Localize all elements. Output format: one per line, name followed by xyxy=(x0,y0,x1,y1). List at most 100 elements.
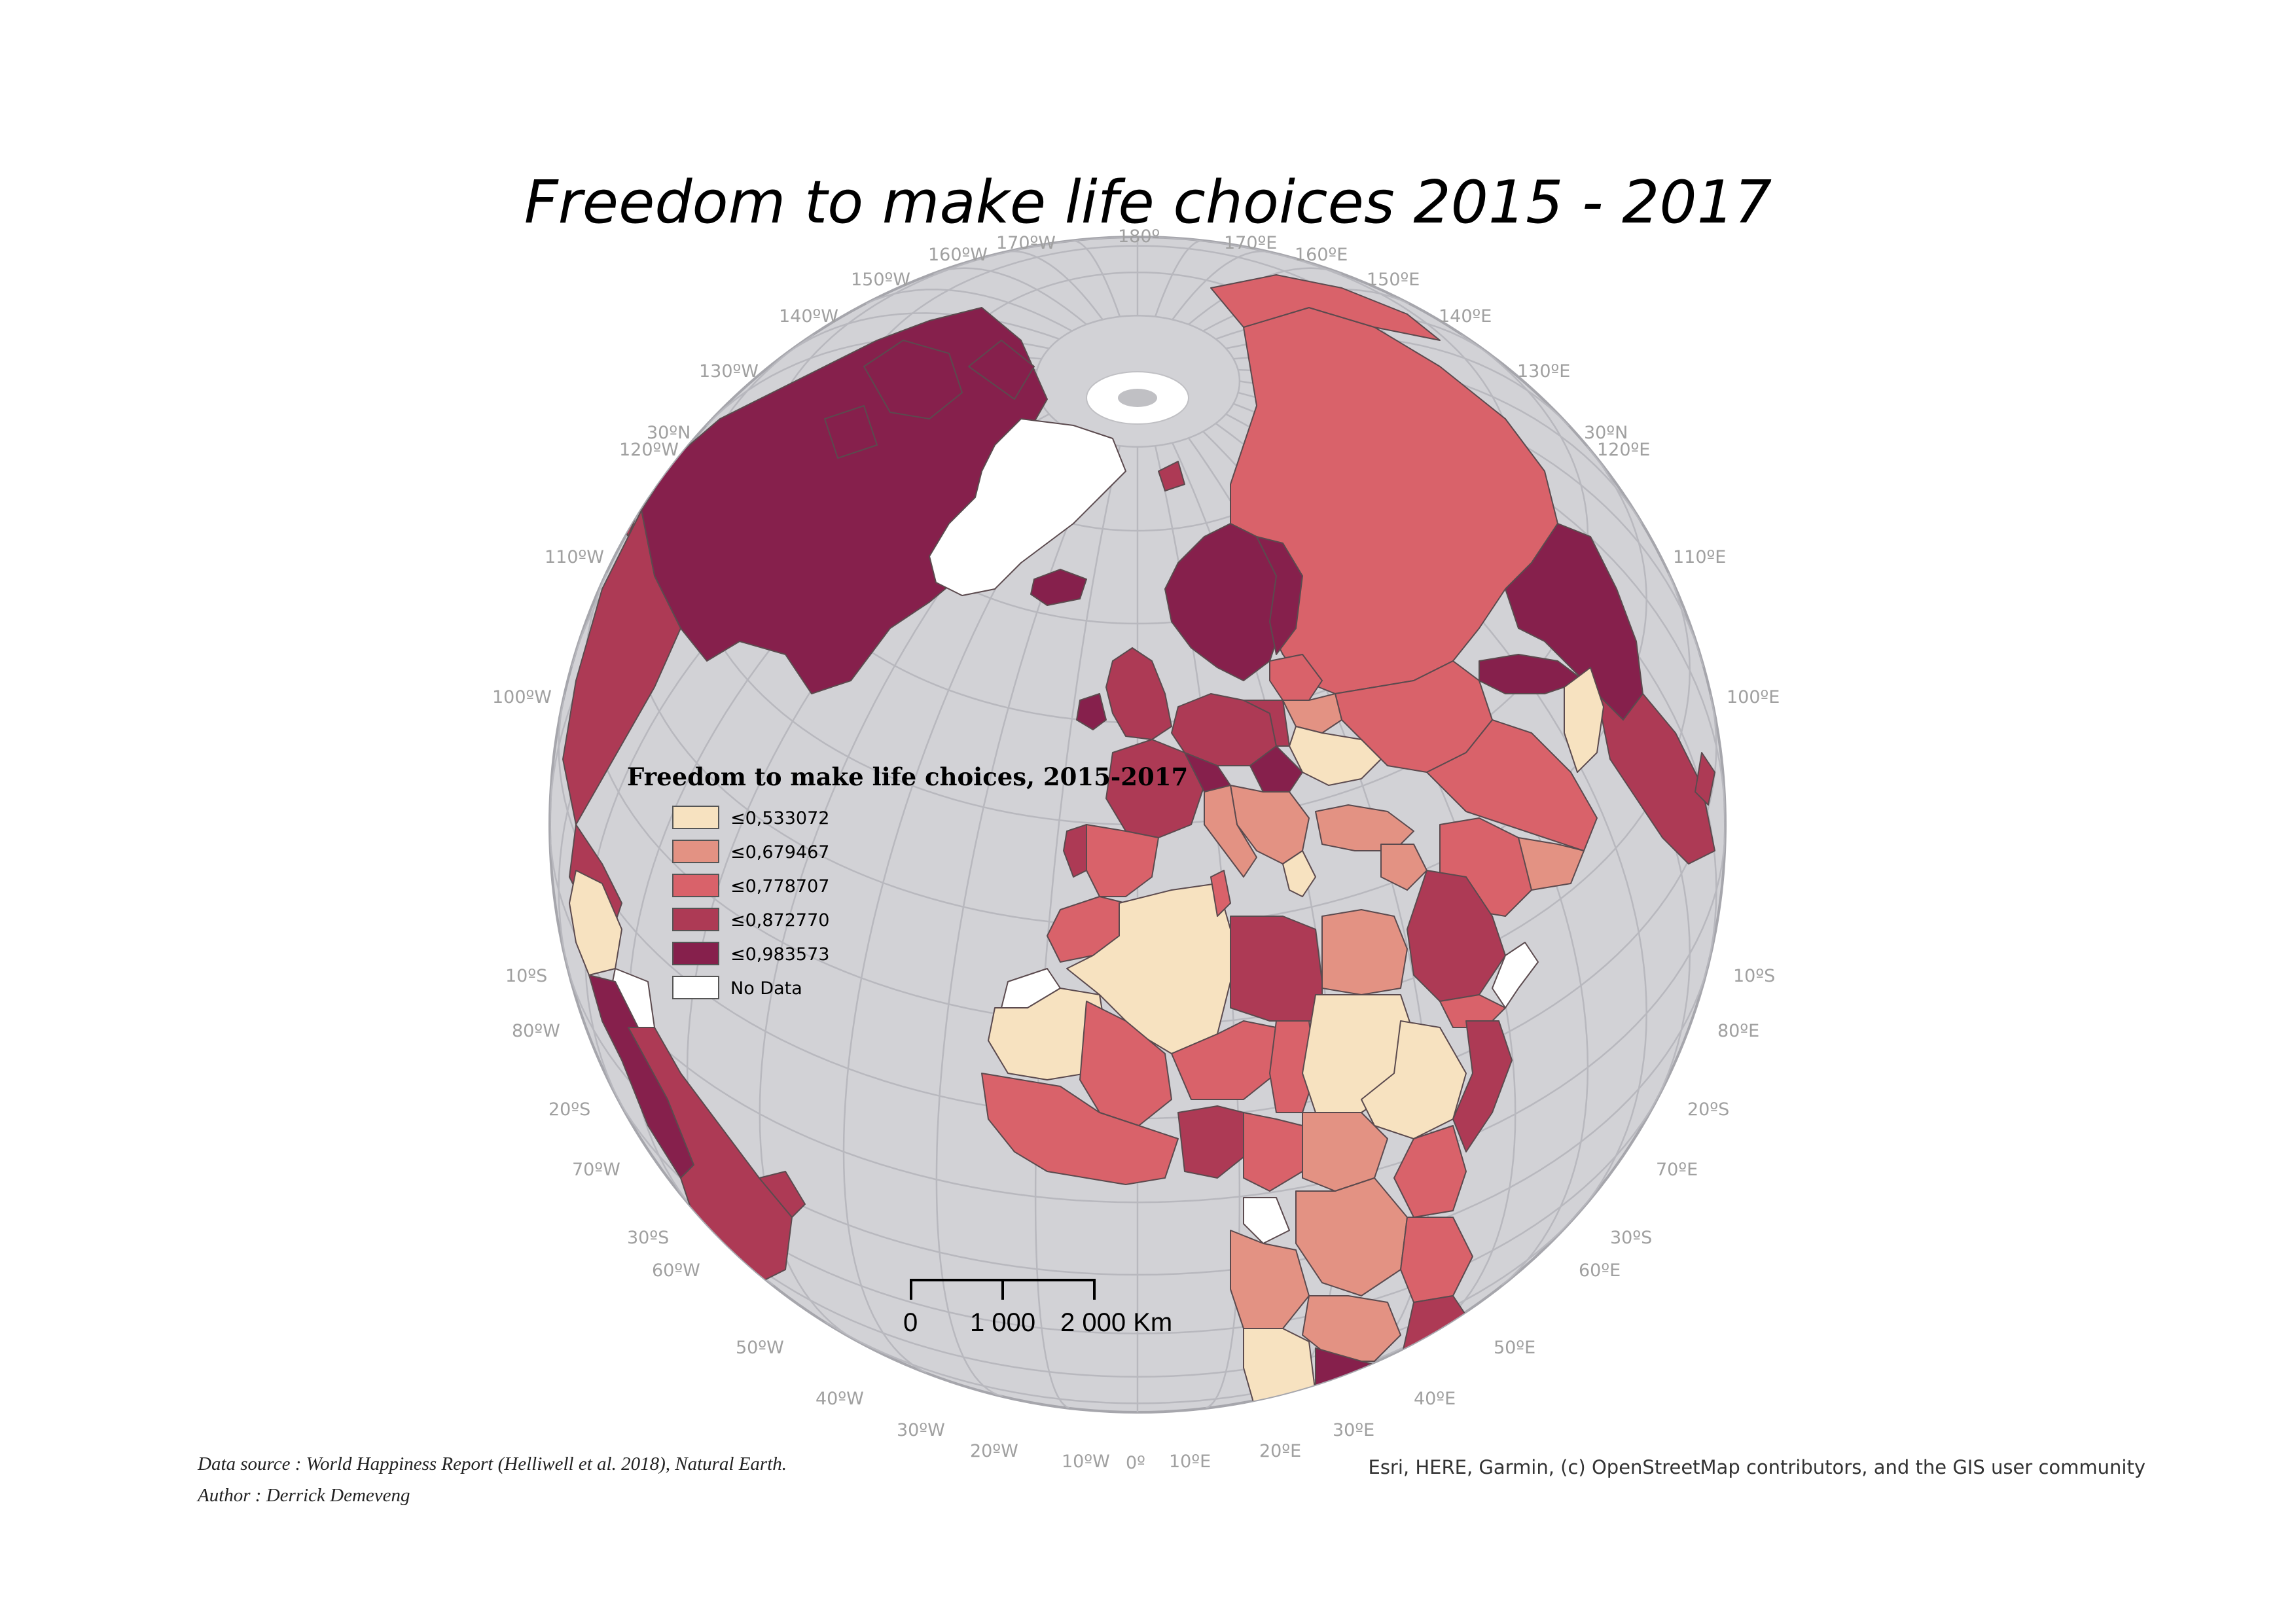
country-portugal xyxy=(1063,824,1087,878)
label-50e: 50ºE xyxy=(1494,1338,1535,1358)
country-ukraine xyxy=(1289,726,1382,786)
country-uruguay xyxy=(759,1171,806,1218)
country-somalia xyxy=(1452,1020,1513,1152)
meridian-line xyxy=(782,312,1060,357)
legend-swatch-3 xyxy=(672,908,719,931)
country-turkey xyxy=(1315,804,1414,851)
label-80w: 80ºW xyxy=(512,1021,560,1041)
country-argentina xyxy=(628,1027,793,1290)
scale-label-1000: 1 000 xyxy=(970,1308,1035,1337)
north-pole-marker xyxy=(1086,371,1189,425)
label-30w: 30ºW xyxy=(897,1420,945,1440)
meridian-line xyxy=(935,442,1103,1398)
label-80e: 80ºE xyxy=(1717,1021,1759,1041)
label-100w: 100ºW xyxy=(492,687,552,707)
legend-swatch-5 xyxy=(672,976,719,999)
legend-label-5: No Data xyxy=(730,978,802,999)
label-70e: 70ºE xyxy=(1656,1160,1698,1180)
label-60w: 60ºW xyxy=(652,1260,700,1281)
legend-label-1: ≤0,679467 xyxy=(730,842,829,863)
country-spain xyxy=(1086,824,1159,897)
data-source-credit: Data source : World Happiness Report (He… xyxy=(197,1454,787,1474)
country-japan xyxy=(1695,752,1715,806)
label-110w: 110ºW xyxy=(545,547,604,567)
country-usa xyxy=(562,510,681,825)
parallel-line xyxy=(696,1213,1579,1378)
meridian-line xyxy=(1188,267,1342,325)
label-30e: 30ºE xyxy=(1333,1420,1374,1440)
meridian-line xyxy=(1172,250,1267,321)
country-egypt xyxy=(1321,909,1408,995)
meridian-line xyxy=(1154,240,1204,317)
country-svalbard xyxy=(1158,461,1185,491)
author-credit: Author : Derrick Demeveng xyxy=(196,1485,410,1506)
label-20e: 20ºE xyxy=(1259,1441,1301,1461)
label-170w: 170ºW xyxy=(996,233,1056,253)
label-160e: 160ºE xyxy=(1295,245,1348,265)
label-right-30s: 30ºS xyxy=(1610,1228,1652,1248)
label-10w: 10ºW xyxy=(1062,1452,1110,1472)
label-60e: 60ºE xyxy=(1579,1260,1621,1281)
label-160w: 160ºW xyxy=(928,245,988,265)
country-greece xyxy=(1282,850,1316,897)
legend-label-0: ≤0,533072 xyxy=(730,808,829,829)
meridian-line xyxy=(1071,240,1121,317)
label-10e: 10ºE xyxy=(1169,1452,1211,1472)
country-ireland xyxy=(1076,693,1107,730)
label-right-10s: 10ºS xyxy=(1733,966,1775,986)
legend-swatch-2 xyxy=(672,874,719,897)
label-left-30s: 30ºS xyxy=(627,1228,669,1248)
label-140w: 140ºW xyxy=(779,306,838,327)
label-40w: 40ºW xyxy=(816,1389,864,1409)
country-zambia xyxy=(1302,1295,1401,1362)
meridian-line xyxy=(842,437,1088,1374)
label-120w: 120ºW xyxy=(619,440,679,460)
label-left-20s: 20ºS xyxy=(548,1099,590,1120)
label-70w: 70ºW xyxy=(572,1160,620,1180)
country-kenya xyxy=(1393,1125,1467,1218)
country-afghanistan xyxy=(1518,837,1585,891)
country-france xyxy=(1105,739,1205,838)
country-yemen xyxy=(1439,994,1506,1028)
scale-label-0: 0 xyxy=(903,1308,918,1337)
country-mali xyxy=(1079,1001,1172,1126)
label-20w: 20ºW xyxy=(970,1441,1018,1461)
label-50w: 50ºW xyxy=(736,1338,784,1358)
parallel-line xyxy=(1034,315,1241,448)
country-italy xyxy=(1204,785,1257,878)
scale-bar: 0 1 000 2 000 Km xyxy=(903,1279,1172,1337)
label-right-30n: 30ºN xyxy=(1584,423,1628,443)
label-0: 0º xyxy=(1126,1453,1145,1473)
country-west-africa xyxy=(981,1073,1179,1185)
meridian-line xyxy=(1008,250,1103,321)
country-namibia xyxy=(1243,1328,1316,1412)
country-syria xyxy=(1380,844,1427,891)
legend-swatch-1 xyxy=(672,840,719,863)
legend-title: Freedom to make life choices, 2015-2017 xyxy=(627,762,1188,791)
country-tunisia xyxy=(1210,870,1231,917)
country-uk xyxy=(1105,647,1172,740)
legend-label-4: ≤0,983573 xyxy=(730,944,829,965)
country-central-asia xyxy=(1426,719,1598,851)
graticule-labels: 160ºW 170ºW 180º 170ºE 160ºE 150ºW 150ºE… xyxy=(492,226,1780,1473)
country-russia-east xyxy=(1210,274,1441,341)
legend-swatch-0 xyxy=(672,806,719,829)
country-greenland xyxy=(929,418,1126,596)
legend-label-3: ≤0,872770 xyxy=(730,910,829,931)
label-180: 180º xyxy=(1118,226,1160,247)
label-left-10s: 10ºS xyxy=(505,966,547,986)
country-east-asia xyxy=(1596,693,1715,865)
country-gabon xyxy=(1243,1197,1290,1244)
label-130e: 130ºE xyxy=(1517,361,1570,382)
scale-label-2000: 2 000 Km xyxy=(1060,1308,1172,1337)
label-40e: 40ºE xyxy=(1414,1389,1456,1409)
label-140e: 140ºE xyxy=(1439,306,1492,327)
label-150e: 150ºE xyxy=(1367,270,1420,290)
country-hungary xyxy=(1249,745,1303,793)
label-100e: 100ºE xyxy=(1727,687,1780,707)
label-left-30n: 30ºN xyxy=(647,423,691,443)
legend-items: ≤0,533072 ≤0,679467 ≤0,778707 ≤0,872770 ≤0,9… xyxy=(672,806,829,999)
country-iceland xyxy=(1030,569,1087,606)
country-west-china xyxy=(1564,667,1604,773)
